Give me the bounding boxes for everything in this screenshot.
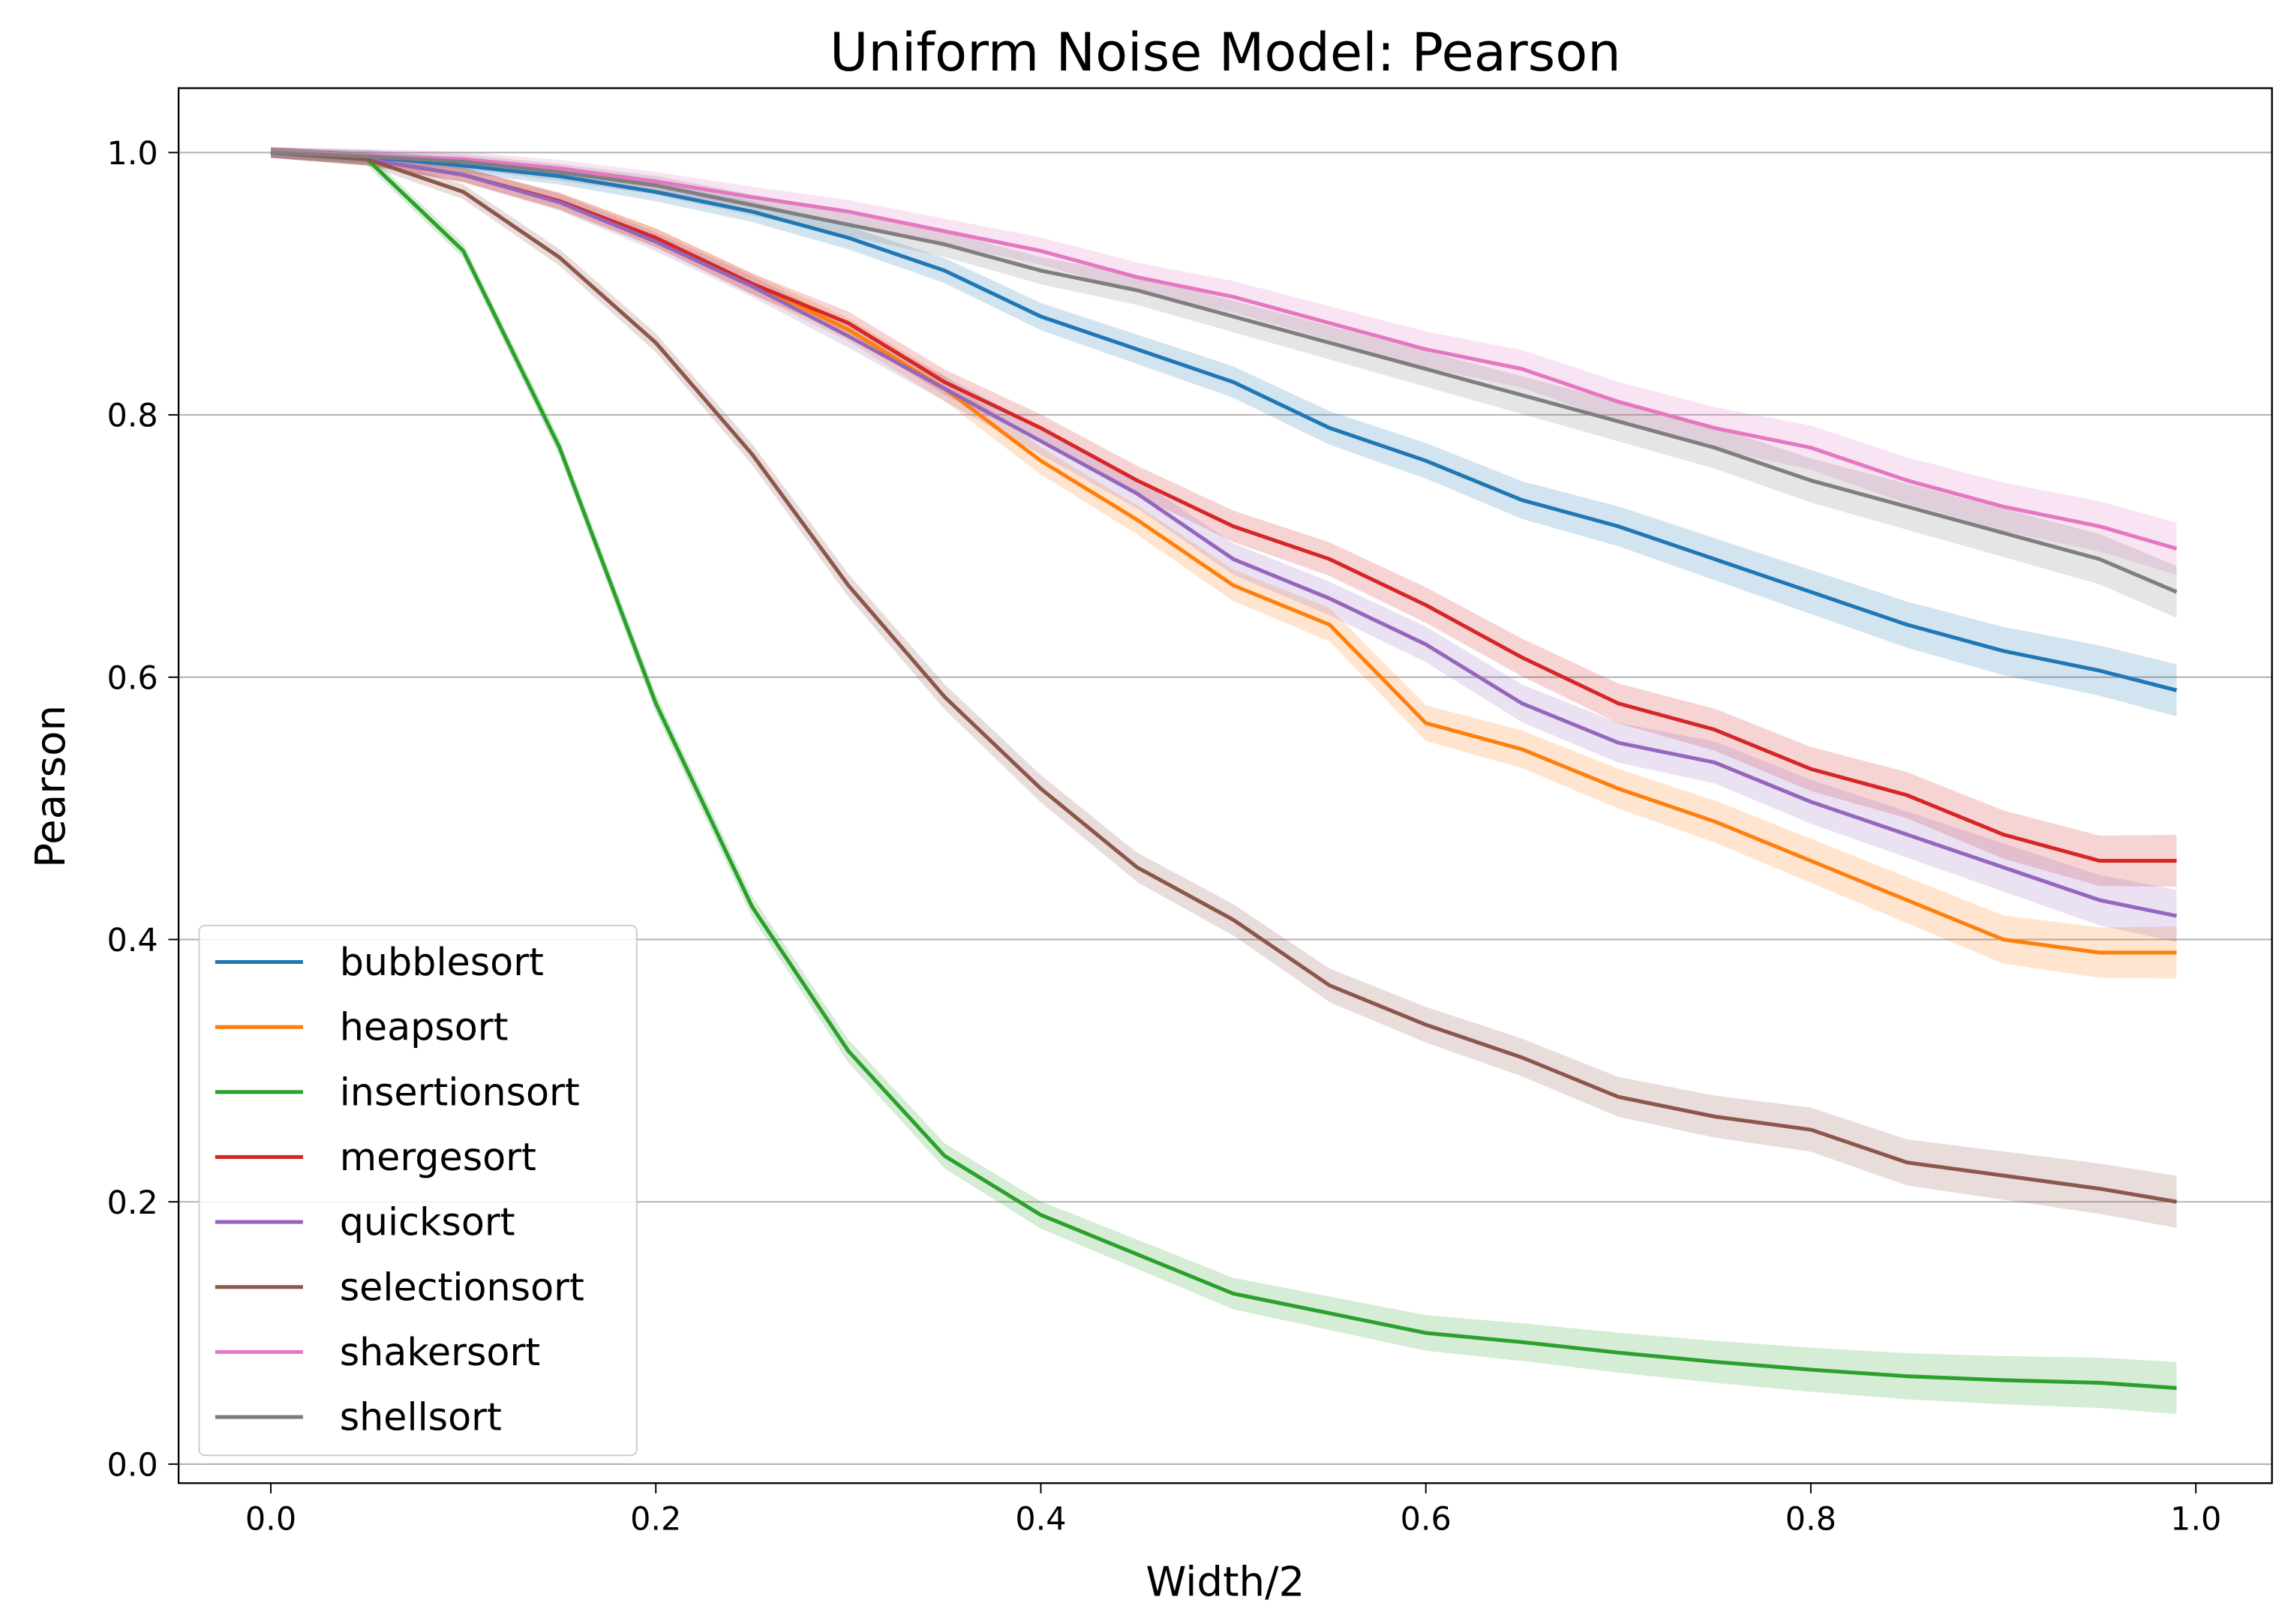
series-lines	[270, 150, 2178, 1390]
legend-label-shakersort: shakersort	[340, 1330, 540, 1374]
x-tick-label: 1.0	[2170, 1501, 2221, 1538]
x-tick-label: 0.2	[630, 1501, 681, 1538]
legend-label-mergesort: mergesort	[340, 1135, 536, 1179]
quicksort-band	[271, 147, 2177, 942]
axes-frame	[177, 87, 2273, 1484]
x-tick-label: 0.4	[1015, 1501, 1066, 1538]
x-axis-label: Width/2	[1146, 1557, 1305, 1605]
bubblesort-band	[271, 147, 2177, 716]
y-tick-label: 0.2	[107, 1184, 158, 1222]
legend: bubblesort heapsort insertionsort mergesort…	[198, 924, 638, 1457]
x-ticks: 0.0 0.2 0.4 0.6 0.8 1.0	[245, 1483, 2221, 1538]
y-axis-label: Pearson	[26, 705, 74, 868]
y-tick-label: 0.6	[107, 659, 158, 697]
y-tick-label: 1.0	[107, 135, 158, 173]
confidence-bands	[271, 147, 2177, 1415]
y-tick-label: 0.4	[107, 922, 158, 959]
x-tick-label: 0.0	[245, 1501, 296, 1538]
y-tick-label: 0.8	[107, 398, 158, 435]
y-tick-label: 0.0	[107, 1446, 158, 1484]
mergesort-band	[271, 147, 2177, 887]
x-tick-label: 0.6	[1401, 1501, 1452, 1538]
legend-label-shellsort: shellsort	[340, 1395, 502, 1439]
legend-label-quicksort: quicksort	[340, 1200, 515, 1244]
legend-label-bubblesort: bubblesort	[340, 940, 544, 984]
legend-label-heapsort: heapsort	[340, 1005, 509, 1049]
legend-label-insertionsort: insertionsort	[340, 1070, 580, 1114]
x-tick-label: 0.8	[1785, 1501, 1836, 1538]
legend-box	[198, 924, 638, 1457]
chart-title: Uniform Noise Model: Pearson	[830, 22, 1621, 83]
y-ticks: 0.0 0.2 0.4 0.6 0.8 1.0	[107, 135, 179, 1484]
legend-label-selectionsort: selectionsort	[340, 1265, 584, 1309]
